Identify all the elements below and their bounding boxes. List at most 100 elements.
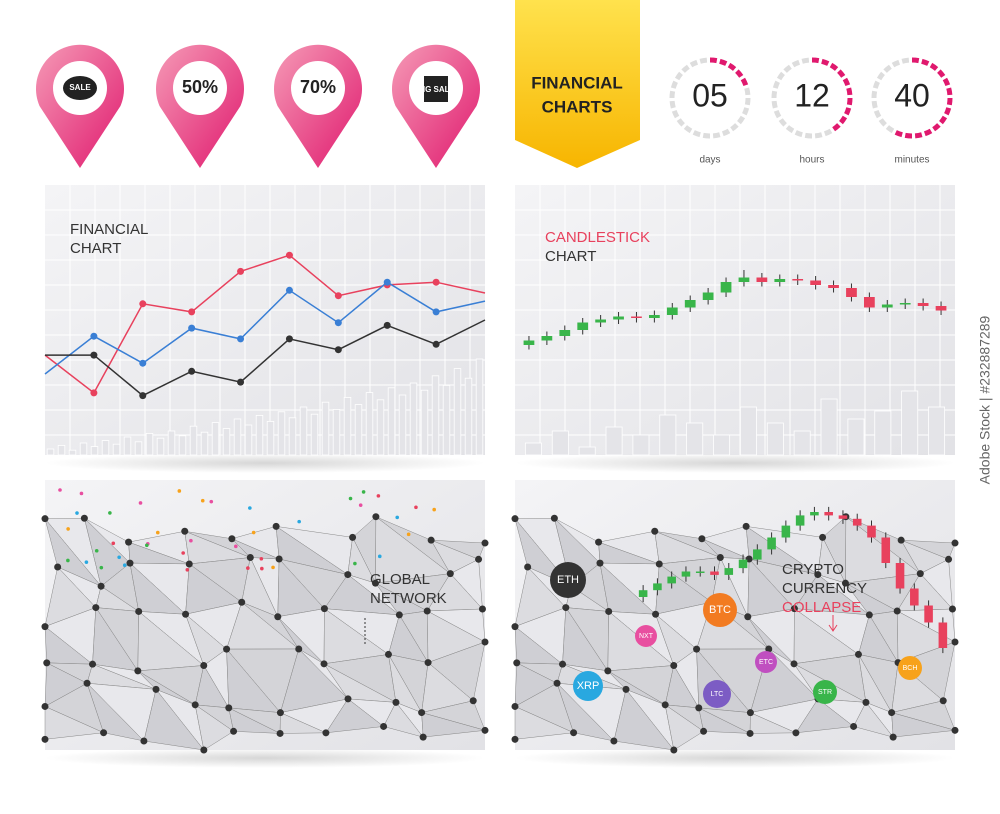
confetti xyxy=(122,563,127,568)
candle-body xyxy=(767,537,776,550)
candle-body xyxy=(935,306,947,311)
bar xyxy=(453,368,462,456)
timer-segment xyxy=(823,128,833,137)
coin xyxy=(898,656,922,680)
network-node xyxy=(850,722,858,730)
network-node xyxy=(478,605,486,613)
ribbon-title: CHARTS xyxy=(542,97,613,116)
panel-shadow xyxy=(45,453,485,473)
confetti xyxy=(248,506,252,510)
bar xyxy=(524,442,542,456)
bar xyxy=(156,437,165,456)
bar xyxy=(901,390,919,456)
timer-value: 12 xyxy=(794,77,830,113)
confetti xyxy=(209,499,214,504)
bar xyxy=(134,441,143,456)
network-node xyxy=(888,709,896,717)
watermark: Adobe Stock | #232887289 xyxy=(977,315,993,484)
chart-title: COLLAPSE xyxy=(782,599,861,616)
network-node xyxy=(125,538,133,546)
network-node xyxy=(814,571,822,579)
confetti xyxy=(200,498,205,503)
confetti xyxy=(358,503,363,507)
candle-body xyxy=(910,588,919,606)
bar xyxy=(475,358,484,456)
bar xyxy=(90,446,99,456)
network-node xyxy=(419,733,427,741)
confetti xyxy=(177,489,182,493)
line-point xyxy=(383,321,391,329)
panel-shadow xyxy=(515,748,955,768)
pin-label: BIG SALE xyxy=(417,85,455,94)
line-point xyxy=(432,308,440,316)
confetti xyxy=(246,566,250,570)
bar xyxy=(398,394,407,456)
timer-value: 40 xyxy=(894,77,930,113)
confetti xyxy=(376,494,381,498)
line-point xyxy=(188,367,196,375)
timer-segment xyxy=(946,97,953,106)
timer-segment xyxy=(923,128,933,137)
candle-body xyxy=(631,316,642,318)
network-node xyxy=(595,538,603,546)
confetti xyxy=(138,501,143,505)
network-node xyxy=(276,709,284,717)
network-node xyxy=(276,729,284,737)
timer-segment xyxy=(821,58,830,66)
confetti xyxy=(181,551,185,555)
network-facet xyxy=(556,683,615,742)
line-point xyxy=(139,300,147,308)
network-node xyxy=(511,515,519,523)
confetti xyxy=(94,548,99,553)
candle-body xyxy=(792,279,804,281)
network-node xyxy=(225,704,233,712)
speech-bubble xyxy=(63,76,97,100)
bar xyxy=(793,430,811,456)
network-node xyxy=(841,579,849,587)
line-point xyxy=(188,308,196,316)
candle-body xyxy=(895,563,905,589)
candle-body xyxy=(824,512,833,516)
chart-title: FINANCIAL xyxy=(70,221,148,238)
arrow xyxy=(828,615,838,632)
network-node xyxy=(790,605,798,613)
network-node xyxy=(605,607,613,615)
timer-segment xyxy=(681,64,690,73)
coin-label: XRP xyxy=(577,680,600,692)
network-facet xyxy=(86,683,145,742)
candle-body xyxy=(649,315,660,318)
bar xyxy=(442,384,451,456)
network-node xyxy=(43,659,51,667)
timer-segment xyxy=(842,77,851,87)
network-node xyxy=(651,527,659,535)
timer-segment xyxy=(937,69,946,78)
timer-segment xyxy=(814,132,823,139)
bar xyxy=(820,398,838,456)
network-node xyxy=(135,607,143,615)
timer-value: 05 xyxy=(692,77,728,113)
bar xyxy=(578,446,596,456)
bar xyxy=(299,406,308,456)
bar xyxy=(766,422,784,456)
timer-segment xyxy=(683,125,693,134)
line-point xyxy=(90,389,98,397)
timer-segment xyxy=(844,107,852,116)
network-node xyxy=(481,638,489,646)
line-point xyxy=(188,324,196,332)
timer-segment xyxy=(773,109,782,119)
timer-segment xyxy=(876,71,885,81)
network-node xyxy=(700,727,708,735)
timer-segment xyxy=(735,69,744,78)
network-node xyxy=(951,726,959,734)
line-point xyxy=(139,359,147,367)
bar xyxy=(605,426,623,456)
pin-label: 50% xyxy=(182,77,218,97)
candle-body xyxy=(695,571,705,573)
line-point xyxy=(334,319,342,327)
network-node xyxy=(41,623,49,631)
confetti xyxy=(432,507,436,512)
bar xyxy=(189,425,198,456)
network-node xyxy=(661,701,669,709)
